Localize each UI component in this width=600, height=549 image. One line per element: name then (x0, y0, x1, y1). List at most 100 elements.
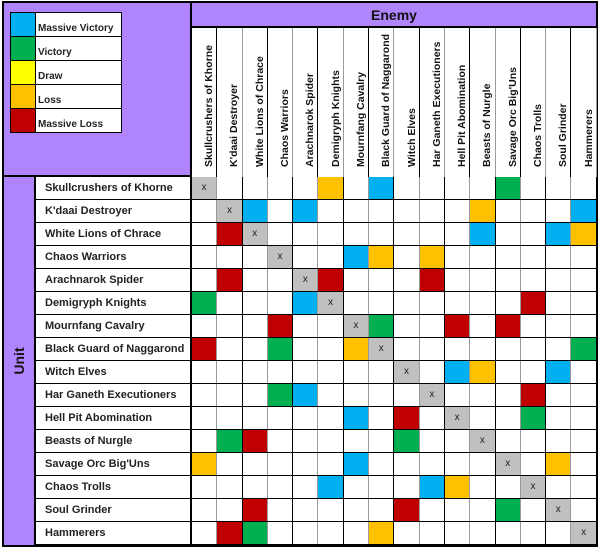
matchup-cell[interactable] (268, 476, 294, 498)
self-matchup-cell[interactable]: x (192, 177, 218, 199)
matchup-cell[interactable] (217, 223, 243, 245)
matchup-cell[interactable] (243, 476, 268, 498)
matchup-cell[interactable] (546, 177, 572, 199)
matchup-cell[interactable] (293, 430, 319, 452)
matchup-cell[interactable] (470, 246, 496, 268)
matchup-cell[interactable] (318, 476, 344, 498)
matchup-cell[interactable] (420, 177, 445, 199)
matchup-cell[interactable] (217, 338, 243, 360)
matchup-cell[interactable] (546, 407, 572, 429)
matchup-cell[interactable] (369, 499, 395, 521)
matchup-cell[interactable] (369, 384, 395, 406)
matchup-cell[interactable] (470, 200, 496, 222)
self-matchup-cell[interactable]: x (293, 269, 319, 291)
matchup-cell[interactable] (521, 315, 547, 337)
matchup-cell[interactable] (521, 522, 547, 544)
matchup-cell[interactable] (369, 246, 395, 268)
matchup-cell[interactable] (267, 338, 294, 360)
matchup-cell[interactable] (217, 246, 243, 268)
matchup-cell[interactable] (192, 384, 218, 406)
matchup-cell[interactable] (445, 223, 471, 245)
matchup-cell[interactable] (521, 499, 547, 521)
self-matchup-cell[interactable]: x (571, 522, 597, 544)
self-matchup-cell[interactable]: x (444, 407, 471, 429)
matchup-cell[interactable] (571, 499, 597, 521)
matchup-cell[interactable] (369, 407, 395, 429)
matchup-cell[interactable] (318, 315, 344, 337)
matchup-cell[interactable] (419, 476, 445, 498)
matchup-cell[interactable] (268, 499, 294, 521)
matchup-cell[interactable] (394, 384, 420, 406)
matchup-cell[interactable] (571, 384, 597, 406)
self-matchup-cell[interactable]: x (267, 246, 294, 268)
matchup-cell[interactable] (344, 269, 370, 291)
matchup-cell[interactable] (293, 384, 319, 406)
matchup-cell[interactable] (243, 453, 268, 475)
matchup-cell[interactable] (495, 177, 521, 199)
matchup-cell[interactable] (343, 338, 370, 360)
self-matchup-cell[interactable]: x (419, 384, 445, 406)
matchup-cell[interactable] (318, 499, 344, 521)
matchup-cell[interactable] (293, 177, 319, 199)
matchup-cell[interactable] (546, 522, 572, 544)
self-matchup-cell[interactable]: x (495, 453, 521, 475)
matchup-cell[interactable] (192, 430, 218, 452)
matchup-cell[interactable] (496, 384, 521, 406)
matchup-cell[interactable] (546, 476, 572, 498)
matchup-cell[interactable] (217, 430, 243, 452)
matchup-cell[interactable] (293, 200, 319, 222)
matchup-cell[interactable] (344, 177, 370, 199)
matchup-cell[interactable] (394, 269, 420, 291)
matchup-cell[interactable] (318, 246, 344, 268)
matchup-cell[interactable] (217, 384, 243, 406)
matchup-cell[interactable] (571, 453, 597, 475)
matchup-cell[interactable] (243, 177, 268, 199)
matchup-cell[interactable] (419, 269, 445, 291)
matchup-cell[interactable] (394, 407, 420, 429)
matchup-cell[interactable] (243, 315, 268, 337)
matchup-cell[interactable] (571, 177, 597, 199)
matchup-cell[interactable] (445, 177, 471, 199)
matchup-cell[interactable] (470, 223, 496, 245)
matchup-cell[interactable] (470, 338, 496, 360)
matchup-cell[interactable] (268, 177, 294, 199)
matchup-cell[interactable] (268, 430, 294, 452)
matchup-cell[interactable] (394, 200, 420, 222)
matchup-cell[interactable] (445, 522, 471, 544)
matchup-cell[interactable] (445, 246, 471, 268)
self-matchup-cell[interactable]: x (318, 292, 344, 314)
matchup-cell[interactable] (318, 200, 344, 222)
matchup-cell[interactable] (293, 522, 319, 544)
matchup-cell[interactable] (293, 453, 319, 475)
matchup-cell[interactable] (394, 338, 420, 360)
matchup-cell[interactable] (217, 292, 243, 314)
matchup-cell[interactable] (268, 522, 294, 544)
matchup-cell[interactable] (495, 499, 521, 521)
matchup-cell[interactable] (496, 522, 521, 544)
matchup-cell[interactable] (268, 200, 294, 222)
matchup-cell[interactable] (521, 361, 547, 383)
self-matchup-cell[interactable]: x (217, 200, 243, 222)
matchup-cell[interactable] (420, 200, 445, 222)
matchup-cell[interactable] (546, 453, 572, 475)
matchup-cell[interactable] (192, 292, 218, 314)
matchup-cell[interactable] (293, 361, 319, 383)
matchup-cell[interactable] (445, 384, 471, 406)
matchup-cell[interactable] (267, 315, 294, 337)
matchup-cell[interactable] (571, 246, 597, 268)
matchup-cell[interactable] (318, 361, 344, 383)
matchup-cell[interactable] (496, 407, 521, 429)
matchup-cell[interactable] (192, 453, 218, 475)
matchup-cell[interactable] (192, 499, 218, 521)
matchup-cell[interactable] (344, 223, 370, 245)
matchup-cell[interactable] (293, 223, 319, 245)
matchup-cell[interactable] (344, 522, 370, 544)
matchup-cell[interactable] (546, 384, 572, 406)
matchup-cell[interactable] (470, 522, 496, 544)
matchup-cell[interactable] (445, 453, 471, 475)
matchup-cell[interactable] (192, 361, 218, 383)
self-matchup-cell[interactable]: x (343, 315, 370, 337)
matchup-cell[interactable] (217, 499, 243, 521)
matchup-cell[interactable] (318, 522, 344, 544)
matchup-cell[interactable] (496, 361, 521, 383)
